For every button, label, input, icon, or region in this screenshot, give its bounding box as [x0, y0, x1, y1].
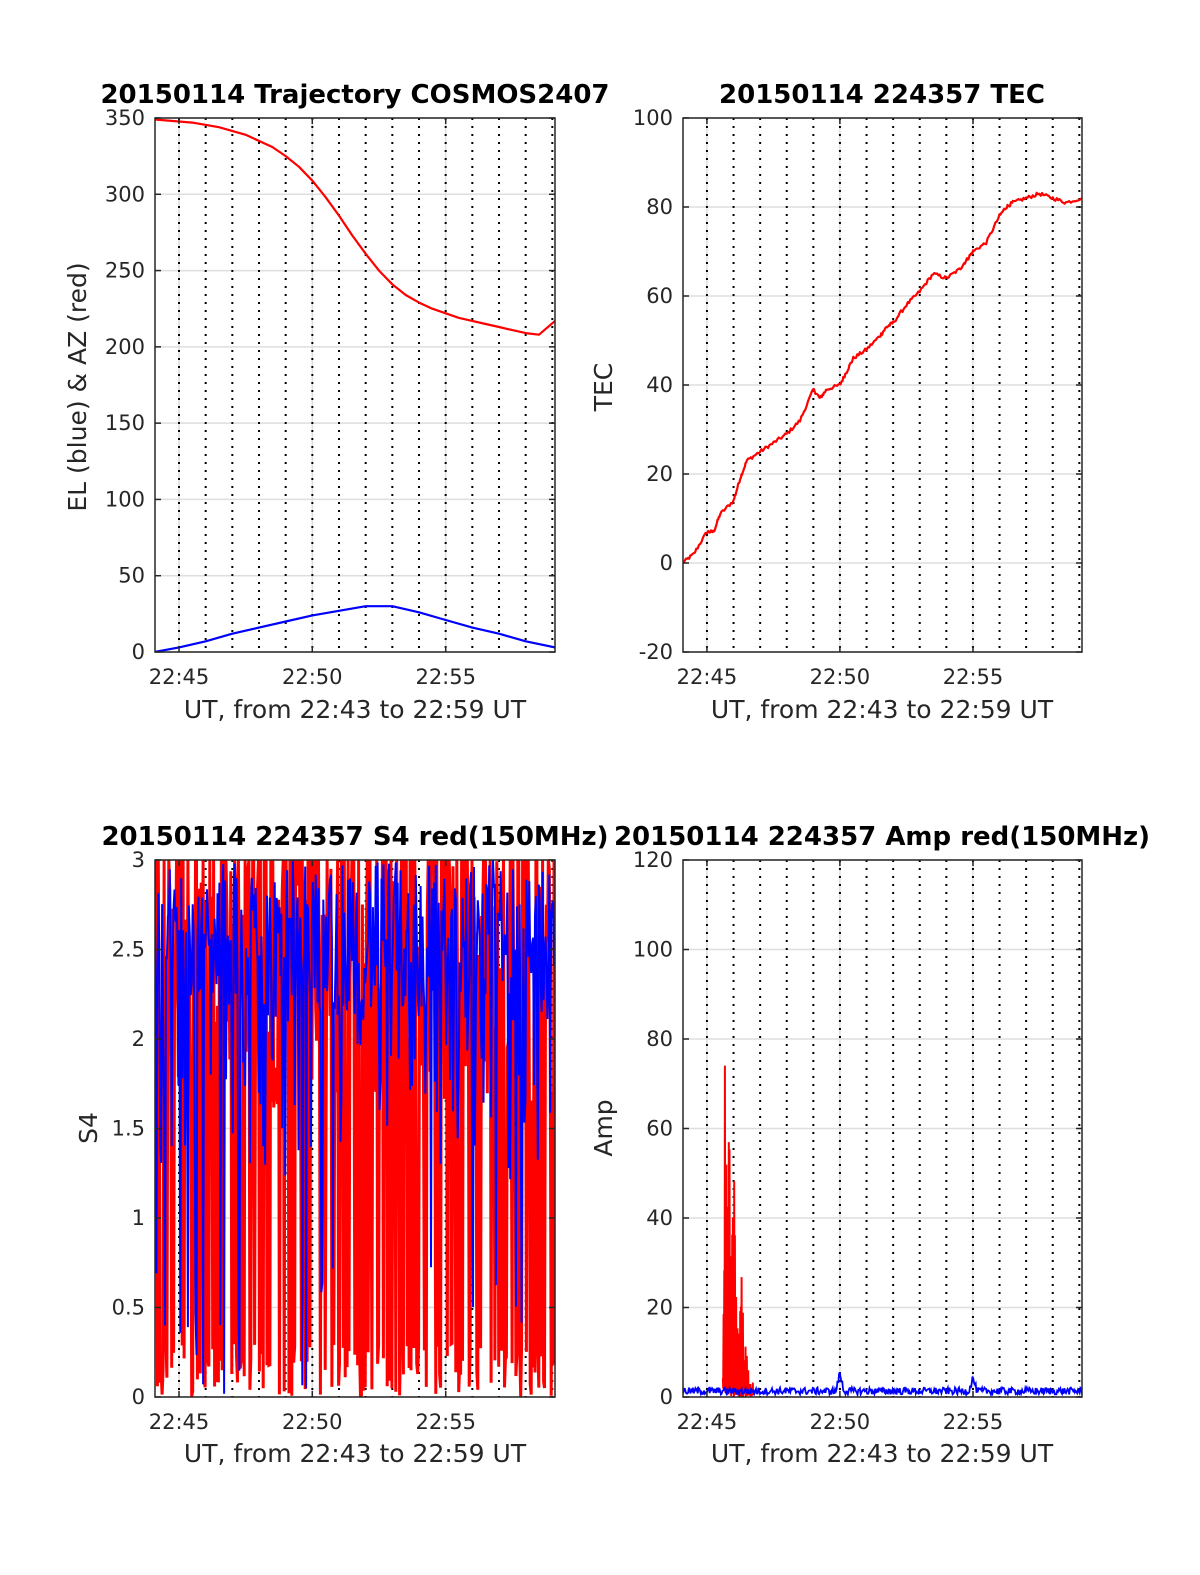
panel-s4: 20150114 224357 S4 red(150MHz) S4 UT, fr… [74, 822, 609, 1468]
y-tick-label: 100 [633, 938, 673, 962]
x-tick-label: 22:55 [415, 1410, 476, 1434]
y-tick-label: 20 [646, 1296, 673, 1320]
series-line-el [155, 605, 555, 652]
chart-title-trajectory: 20150114 Trajectory COSMOS2407 [100, 80, 609, 110]
x-tick-label: 22:45 [677, 1410, 738, 1434]
x-tick-label: 22:55 [415, 665, 476, 689]
y-tick-label: 40 [646, 1206, 673, 1230]
x-axis-label-s4: UT, from 22:43 to 22:59 UT [184, 1439, 527, 1468]
y-tick-label: -20 [639, 640, 673, 664]
axes-box [154, 117, 556, 653]
y-tick-label: 2 [132, 1027, 145, 1051]
y-axis-label-s4: S4 [74, 1112, 103, 1144]
plot-area-amp: 0 20 40 60 80 100 120 22:45 22:50 22:55 [633, 848, 1083, 1434]
x-tick-label: 22:55 [943, 1410, 1004, 1434]
x-tick-label: 22:55 [943, 665, 1004, 689]
y-tick-label: 300 [105, 182, 145, 206]
panel-tec: 20150114 224357 TEC TEC UT, from 22:43 t… [589, 80, 1083, 724]
series-line-s4-blue [155, 860, 555, 1394]
y-tick-label: 0 [660, 551, 673, 575]
y-tick-label: 100 [633, 106, 673, 130]
x-axis-label-trajectory: UT, from 22:43 to 22:59 UT [184, 695, 527, 724]
x-tick-label: 22:50 [282, 1410, 343, 1434]
chart-title-tec: 20150114 224357 TEC [719, 80, 1045, 110]
series-line-az [155, 118, 555, 336]
y-tick-label: 3 [132, 848, 145, 872]
y-tick-label: 100 [105, 487, 145, 511]
y-tick-label: 2.5 [112, 938, 145, 962]
y-tick-label: 1.5 [112, 1117, 145, 1141]
x-tick-label: 22:50 [810, 665, 871, 689]
y-tick-label: 80 [646, 195, 673, 219]
plot-area-s4: 0 0.5 1 1.5 2 2.5 3 22:45 22:50 22:55 [112, 848, 556, 1434]
series-line-amp-blue [683, 1371, 1082, 1397]
x-tick-label: 22:45 [149, 665, 210, 689]
y-tick-label: 60 [646, 1117, 673, 1141]
y-tick-label: 1 [132, 1206, 145, 1230]
chart-title-s4: 20150114 224357 S4 red(150MHz) [101, 822, 608, 852]
y-tick-label: 350 [105, 106, 145, 130]
y-tick-label: 40 [646, 373, 673, 397]
y-tick-label: 200 [105, 335, 145, 359]
plot-area-trajectory: 0 50 100 150 200 250 300 350 22:45 22:50 22:55 [105, 106, 556, 689]
y-tick-label: 80 [646, 1027, 673, 1051]
y-tick-label: 20 [646, 462, 673, 486]
y-tick-label: 0 [132, 1385, 145, 1409]
y-tick-label: 60 [646, 284, 673, 308]
series-line-data [683, 191, 1082, 564]
chart-title-amp: 20150114 224357 Amp red(150MHz) [614, 822, 1150, 852]
plot-area-tec: -20 0 20 40 60 80 100 22:45 22:50 22:55 [633, 106, 1083, 689]
y-tick-label: 50 [118, 564, 145, 588]
y-tick-label: 250 [105, 259, 145, 283]
x-tick-label: 22:45 [149, 1410, 210, 1434]
x-axis-label-tec: UT, from 22:43 to 22:59 UT [711, 695, 1054, 724]
series-line-amp-red [721, 1065, 756, 1397]
x-tick-label: 22:50 [810, 1410, 871, 1434]
y-tick-label: 0.5 [112, 1296, 145, 1320]
y-axis-label-amp: Amp [589, 1099, 618, 1156]
y-tick-label: 120 [633, 848, 673, 872]
x-axis-label-amp: UT, from 22:43 to 22:59 UT [711, 1439, 1054, 1468]
x-tick-label: 22:45 [677, 665, 738, 689]
panel-trajectory: 20150114 Trajectory COSMOS2407 EL (blue)… [63, 80, 610, 724]
y-axis-label-trajectory: EL (blue) & AZ (red) [63, 262, 92, 511]
y-tick-label: 0 [660, 1385, 673, 1409]
panel-amp: 20150114 224357 Amp red(150MHz) Amp UT, … [589, 822, 1150, 1468]
y-axis-label-tec: TEC [589, 363, 618, 413]
y-tick-label: 150 [105, 411, 145, 435]
y-tick-label: 0 [132, 640, 145, 664]
x-tick-label: 22:50 [282, 665, 343, 689]
